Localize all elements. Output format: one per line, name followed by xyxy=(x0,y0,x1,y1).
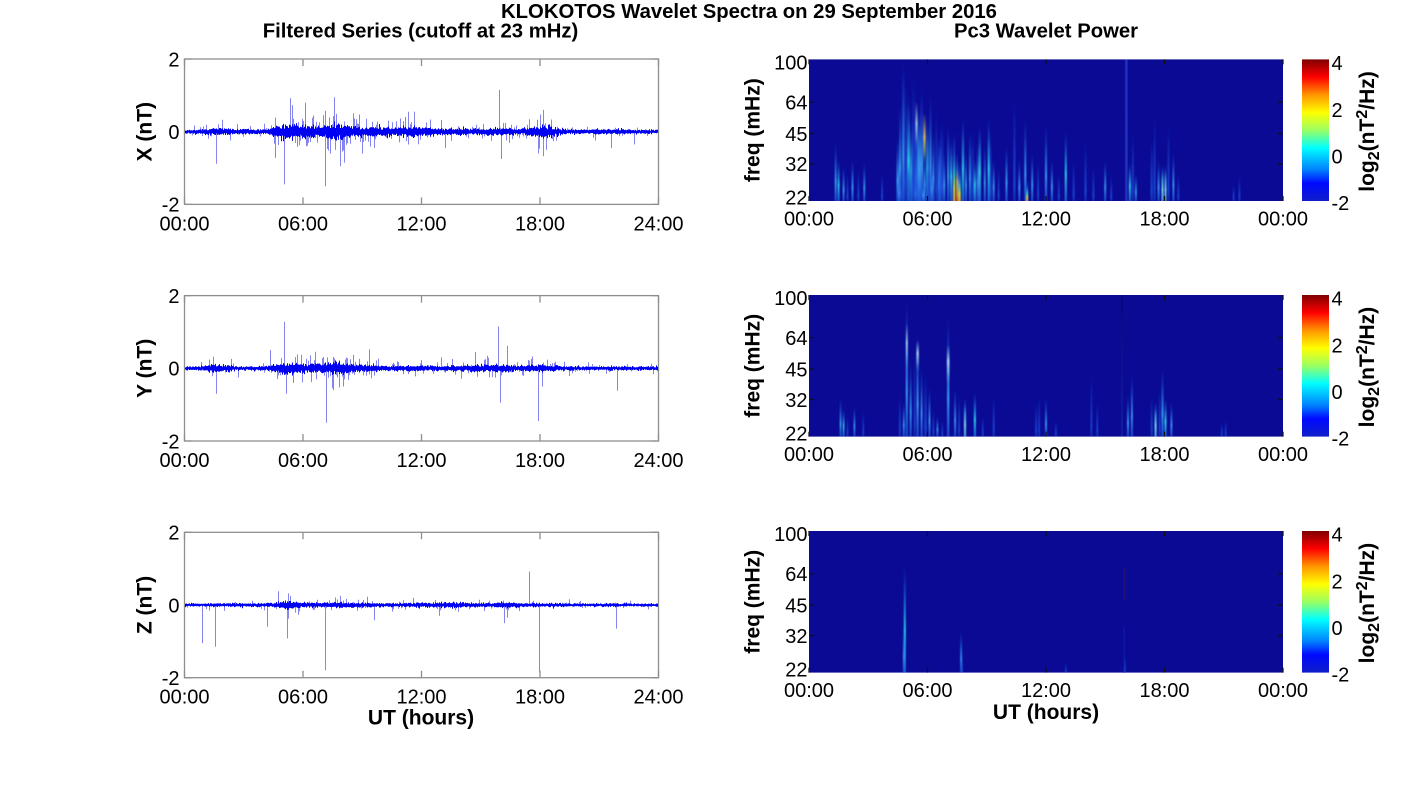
svg-text:06:00: 06:00 xyxy=(902,209,952,231)
svg-text:18:00: 18:00 xyxy=(515,213,565,235)
svg-text:freq (mHz): freq (mHz) xyxy=(742,550,765,654)
svg-text:freq (mHz): freq (mHz) xyxy=(742,314,765,418)
svg-text:64: 64 xyxy=(785,92,807,114)
svg-text:12:00: 12:00 xyxy=(396,687,446,709)
svg-text:Filtered Series (cutoff at 23: Filtered Series (cutoff at 23 mHz) xyxy=(263,21,579,43)
svg-text:0: 0 xyxy=(1332,146,1343,168)
svg-text:100: 100 xyxy=(774,524,807,546)
svg-text:00:00: 00:00 xyxy=(159,213,209,235)
svg-text:100: 100 xyxy=(774,288,807,310)
svg-text:UT (hours): UT (hours) xyxy=(993,701,1099,724)
svg-text:4: 4 xyxy=(1332,53,1343,75)
svg-text:KLOKOTOS Wavelet Spectra on 29: KLOKOTOS Wavelet Spectra on 29 September… xyxy=(501,1,997,23)
svg-text:00:00: 00:00 xyxy=(1258,680,1308,702)
svg-text:00:00: 00:00 xyxy=(159,687,209,709)
svg-text:2: 2 xyxy=(168,523,179,545)
svg-text:18:00: 18:00 xyxy=(1139,209,1189,231)
svg-text:-2: -2 xyxy=(1332,429,1350,451)
svg-text:2: 2 xyxy=(1332,335,1343,357)
svg-text:32: 32 xyxy=(785,390,807,412)
svg-text:12:00: 12:00 xyxy=(396,213,446,235)
svg-text:Y (nT): Y (nT) xyxy=(134,339,157,398)
svg-text:00:00: 00:00 xyxy=(784,209,834,231)
svg-text:0: 0 xyxy=(168,359,179,381)
svg-text:100: 100 xyxy=(774,53,807,75)
svg-text:24:00: 24:00 xyxy=(633,687,683,709)
svg-text:2: 2 xyxy=(168,286,179,308)
svg-text:64: 64 xyxy=(785,564,807,586)
svg-text:22: 22 xyxy=(785,188,807,210)
svg-text:00:00: 00:00 xyxy=(1258,444,1308,466)
svg-text:UT (hours): UT (hours) xyxy=(368,707,474,730)
svg-text:24:00: 24:00 xyxy=(633,213,683,235)
svg-text:18:00: 18:00 xyxy=(515,450,565,472)
svg-text:06:00: 06:00 xyxy=(902,680,952,702)
svg-text:00:00: 00:00 xyxy=(784,444,834,466)
svg-text:0: 0 xyxy=(168,122,179,144)
svg-text:X (nT): X (nT) xyxy=(134,102,157,161)
svg-text:freq (mHz): freq (mHz) xyxy=(742,78,765,182)
svg-text:0: 0 xyxy=(1332,382,1343,404)
svg-text:12:00: 12:00 xyxy=(396,450,446,472)
svg-text:-2: -2 xyxy=(162,431,180,453)
svg-text:22: 22 xyxy=(785,659,807,681)
svg-text:00:00: 00:00 xyxy=(784,680,834,702)
svg-text:06:00: 06:00 xyxy=(902,444,952,466)
svg-text:32: 32 xyxy=(785,626,807,648)
svg-text:4: 4 xyxy=(1332,289,1343,311)
svg-text:06:00: 06:00 xyxy=(278,687,328,709)
svg-text:12:00: 12:00 xyxy=(1021,444,1071,466)
svg-text:12:00: 12:00 xyxy=(1021,680,1071,702)
svg-text:45: 45 xyxy=(785,359,807,381)
svg-text:18:00: 18:00 xyxy=(1139,444,1189,466)
svg-text:18:00: 18:00 xyxy=(1139,680,1189,702)
svg-text:2: 2 xyxy=(1332,571,1343,593)
svg-text:45: 45 xyxy=(785,595,807,617)
svg-text:32: 32 xyxy=(785,154,807,176)
svg-text:2: 2 xyxy=(168,49,179,71)
svg-text:00:00: 00:00 xyxy=(1258,209,1308,231)
svg-text:22: 22 xyxy=(785,423,807,445)
svg-text:log2(nT2/Hz): log2(nT2/Hz) xyxy=(1354,543,1383,663)
svg-text:-2: -2 xyxy=(162,195,180,217)
svg-text:18:00: 18:00 xyxy=(515,687,565,709)
svg-text:24:00: 24:00 xyxy=(633,450,683,472)
svg-text:Pc3 Wavelet Power: Pc3 Wavelet Power xyxy=(954,21,1138,43)
svg-text:64: 64 xyxy=(785,328,807,350)
svg-text:-2: -2 xyxy=(1332,193,1350,215)
svg-text:06:00: 06:00 xyxy=(278,450,328,472)
svg-text:0: 0 xyxy=(168,595,179,617)
svg-text:Z (nT): Z (nT) xyxy=(134,576,157,634)
svg-text:00:00: 00:00 xyxy=(159,450,209,472)
svg-text:06:00: 06:00 xyxy=(278,213,328,235)
svg-text:0: 0 xyxy=(1332,618,1343,640)
svg-text:2: 2 xyxy=(1332,100,1343,122)
svg-text:log2(nT2/Hz): log2(nT2/Hz) xyxy=(1354,307,1383,427)
svg-text:-2: -2 xyxy=(1332,665,1350,687)
svg-text:45: 45 xyxy=(785,124,807,146)
svg-text:4: 4 xyxy=(1332,525,1343,547)
svg-text:log2(nT2/Hz): log2(nT2/Hz) xyxy=(1354,71,1383,191)
svg-text:-2: -2 xyxy=(162,668,180,690)
svg-text:12:00: 12:00 xyxy=(1021,209,1071,231)
